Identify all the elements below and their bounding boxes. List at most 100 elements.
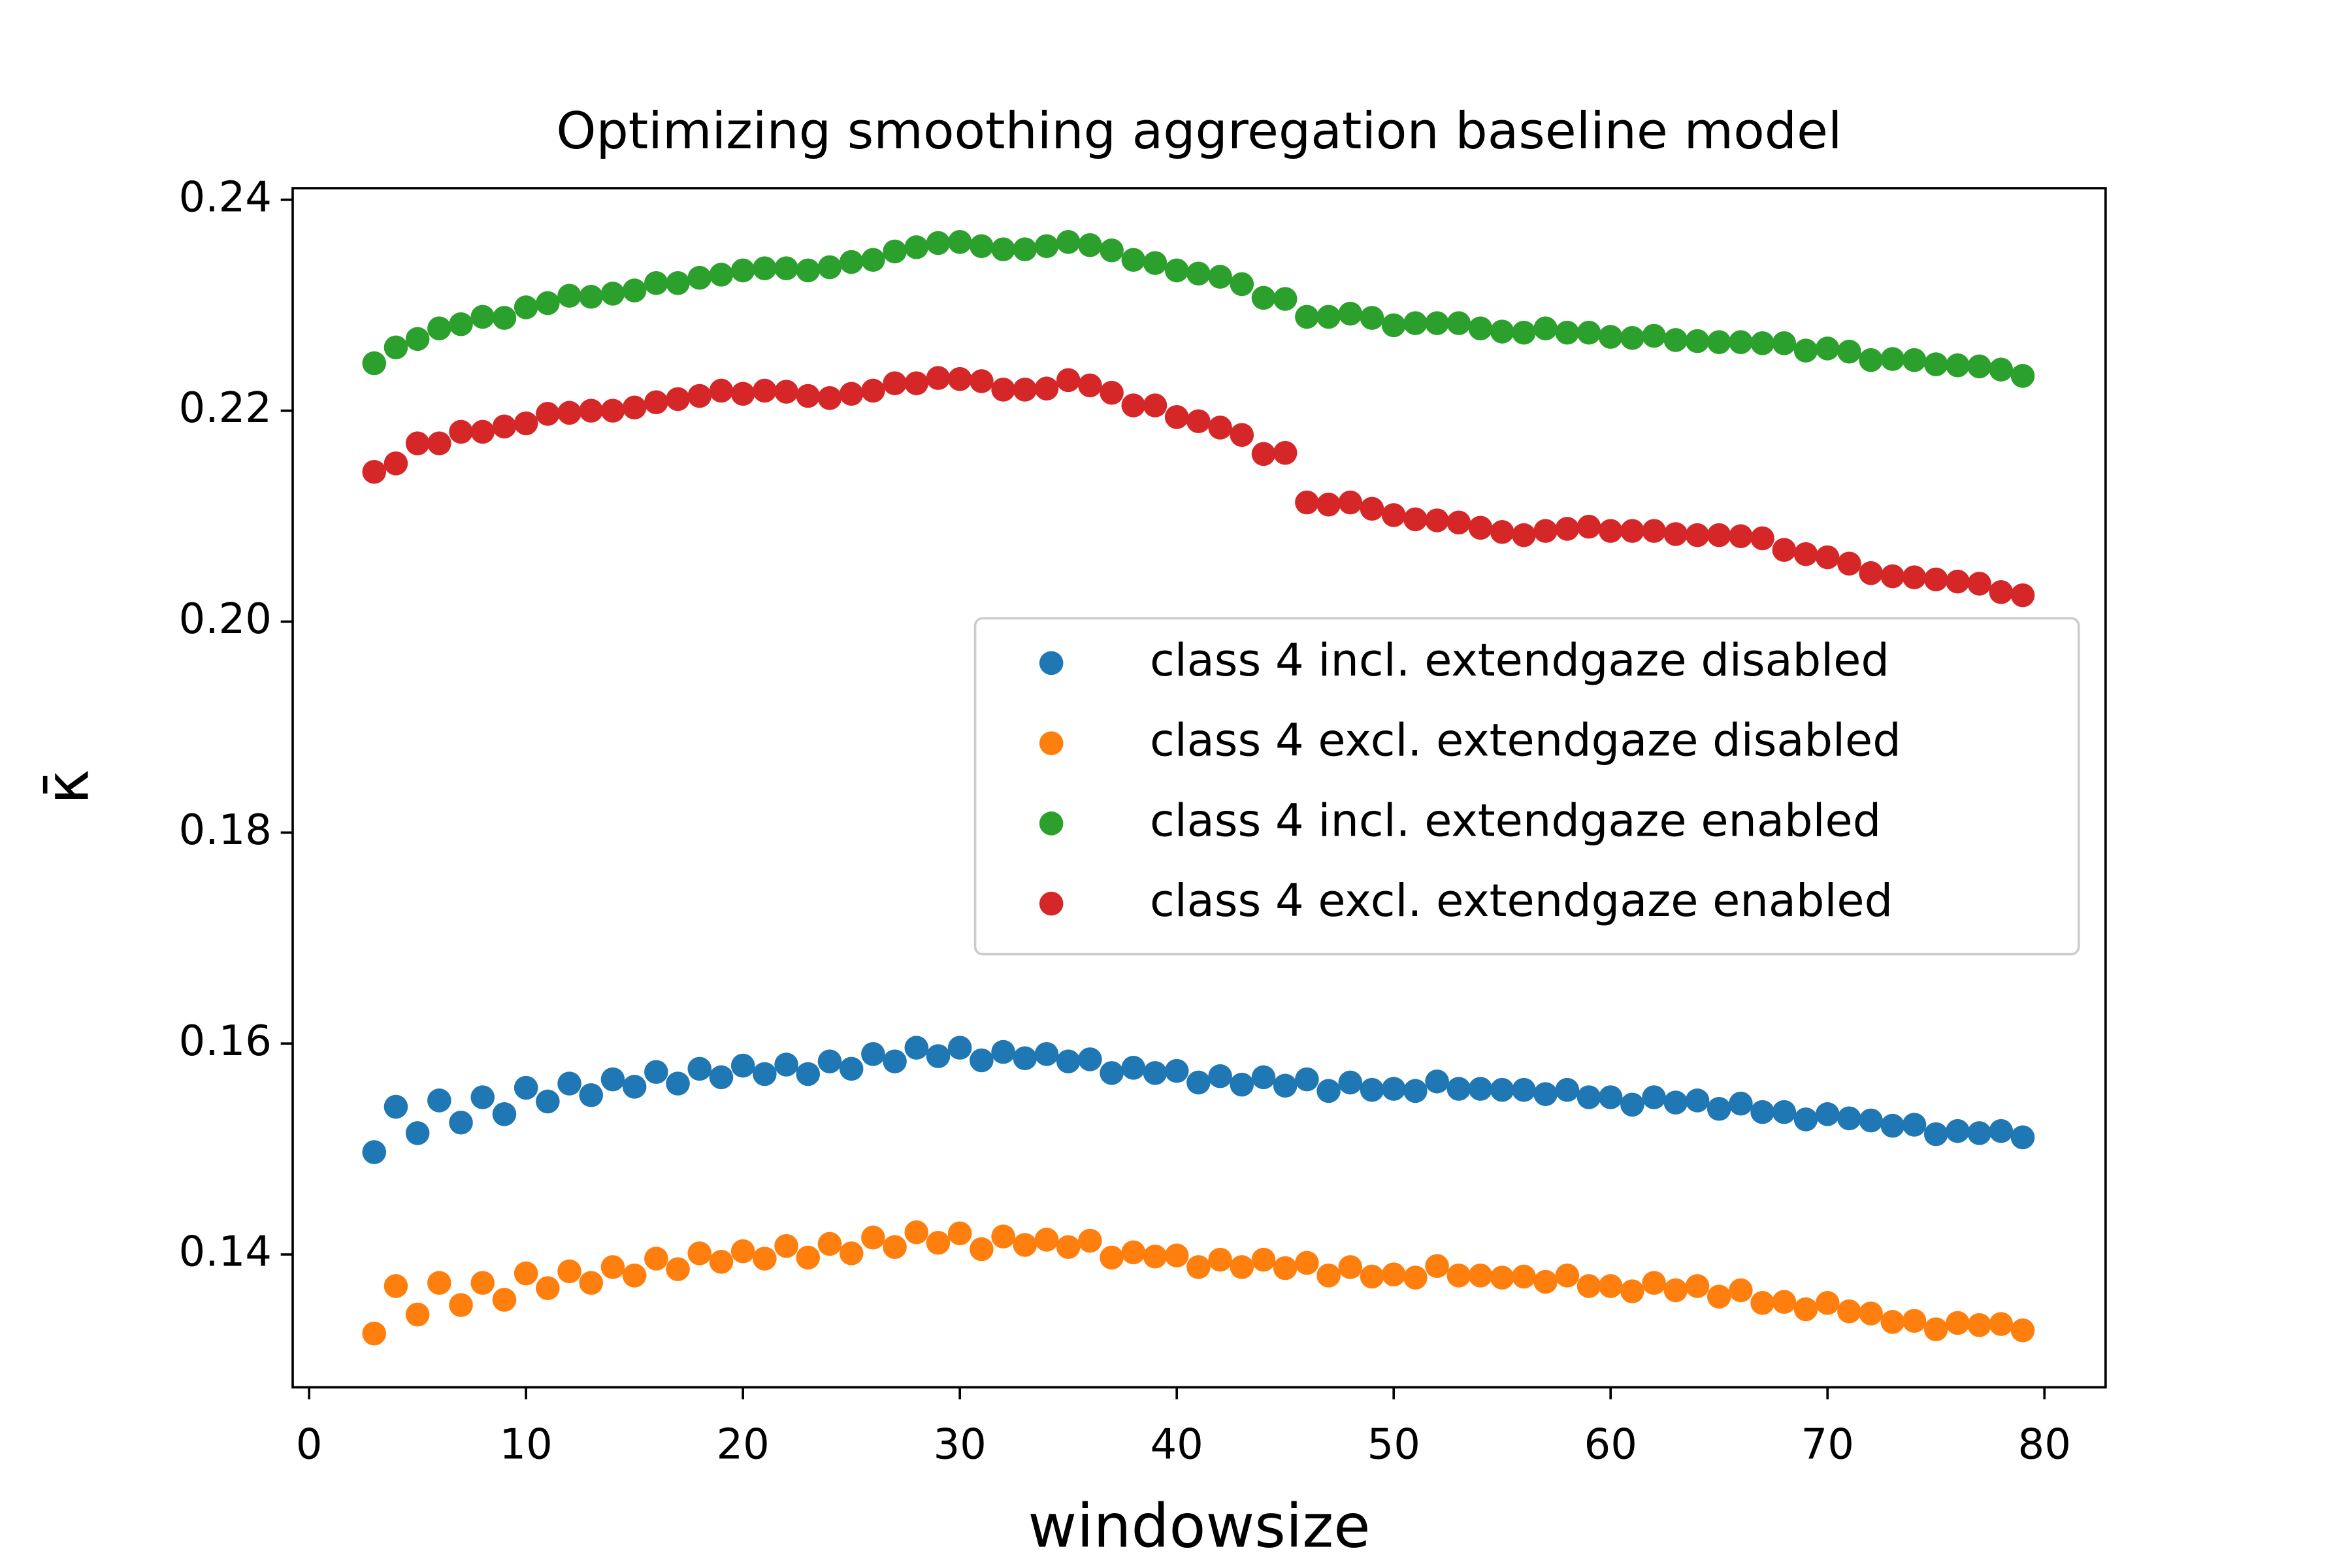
- data-point: [904, 371, 929, 395]
- data-point: [1642, 323, 1666, 348]
- data-point: [666, 387, 690, 412]
- data-point: [644, 390, 668, 414]
- data-point: [883, 371, 907, 395]
- data-point: [861, 1042, 885, 1066]
- x-axis-label: windowsize: [1028, 1492, 1370, 1561]
- data-point: [947, 1221, 972, 1246]
- legend-label: class 4 incl. extendgaze enabled: [1150, 794, 1881, 847]
- x-tick-label: 80: [2018, 1420, 2071, 1469]
- data-point: [1512, 320, 1536, 345]
- data-point: [926, 231, 951, 255]
- data-point: [1923, 1317, 1948, 1341]
- x-tick-label: 20: [716, 1420, 769, 1469]
- data-point: [1946, 1311, 1970, 1335]
- data-point: [2010, 583, 2035, 608]
- data-point: [1468, 1264, 1493, 1288]
- data-point: [1750, 526, 1774, 551]
- data-point: [384, 1094, 408, 1119]
- legend-label: class 4 excl. extendgaze enabled: [1150, 875, 1893, 927]
- data-point: [536, 291, 560, 316]
- data-point: [709, 378, 734, 403]
- data-point: [926, 366, 951, 390]
- data-point: [1143, 1061, 1168, 1085]
- data-point: [1403, 507, 1428, 532]
- data-point: [1273, 1073, 1298, 1098]
- data-point: [1880, 1113, 1905, 1138]
- data-point: [1793, 338, 1818, 363]
- data-point: [1164, 405, 1189, 429]
- data-point: [1490, 519, 1514, 544]
- data-point: [1164, 1058, 1189, 1083]
- data-point: [730, 382, 755, 406]
- data-point: [362, 351, 387, 376]
- data-point: [1295, 1067, 1319, 1092]
- data-point: [644, 1060, 668, 1085]
- plot-frame: [291, 187, 2107, 1389]
- data-point: [687, 1241, 712, 1266]
- data-point: [600, 1255, 625, 1279]
- data-point: [536, 1089, 560, 1114]
- data-point: [492, 414, 517, 439]
- data-point: [492, 1288, 517, 1312]
- data-point: [1013, 1233, 1037, 1257]
- data-point: [622, 395, 647, 420]
- x-tick-label: 10: [499, 1420, 552, 1469]
- data-point: [774, 380, 798, 404]
- legend: class 4 incl. extendgaze disabled class 4…: [973, 617, 2080, 956]
- x-tick-label: 30: [933, 1420, 986, 1469]
- data-point: [1772, 1100, 1797, 1124]
- data-point: [1100, 380, 1124, 405]
- y-tick-label: 0.16: [179, 1017, 272, 1066]
- data-point: [666, 1071, 690, 1096]
- data-point: [362, 459, 387, 484]
- data-point: [1772, 331, 1797, 355]
- legend-frame: [973, 617, 2080, 956]
- data-point: [1251, 286, 1276, 310]
- data-point: [1078, 233, 1102, 257]
- data-point: [687, 1056, 712, 1081]
- data-point: [730, 1239, 755, 1264]
- data-point: [991, 378, 1015, 402]
- data-point: [1230, 272, 1254, 297]
- y-tick-label: 0.22: [179, 384, 272, 433]
- data-point: [1620, 325, 1644, 350]
- data-point: [1555, 320, 1580, 345]
- data-point: [1273, 287, 1298, 311]
- data-point: [1338, 1070, 1363, 1095]
- data-point: [1707, 523, 1731, 547]
- data-point: [1685, 1274, 1710, 1298]
- x-tick-label: 50: [1367, 1420, 1420, 1469]
- data-point: [1273, 1256, 1298, 1281]
- data-point: [1750, 1100, 1774, 1124]
- data-point: [1598, 1274, 1623, 1298]
- data-point: [1642, 1085, 1666, 1109]
- data-point: [579, 399, 604, 423]
- x-tick-label: 60: [1584, 1420, 1637, 1469]
- data-point: [1967, 1313, 1991, 1337]
- data-point: [1338, 490, 1363, 515]
- data-point: [753, 256, 777, 280]
- data-point: [557, 1071, 581, 1096]
- data-point: [1707, 1284, 1731, 1309]
- data-point: [1512, 1077, 1536, 1102]
- data-point: [1902, 348, 1927, 372]
- data-point: [492, 306, 517, 330]
- data-point: [904, 235, 929, 259]
- data-point: [1208, 416, 1232, 440]
- data-point: [2010, 1125, 2035, 1150]
- data-point: [1316, 492, 1341, 517]
- data-point: [1729, 1278, 1753, 1303]
- data-point: [1923, 352, 1948, 376]
- data-point: [1946, 1119, 1970, 1143]
- data-point: [883, 1049, 907, 1073]
- data-point: [1707, 1096, 1731, 1121]
- data-point: [1446, 1077, 1471, 1101]
- data-point: [1381, 1262, 1406, 1286]
- data-point: [622, 1264, 647, 1288]
- data-point: [1013, 378, 1037, 402]
- data-point: [1555, 1077, 1580, 1102]
- data-point: [970, 1048, 994, 1073]
- data-point: [1576, 320, 1601, 345]
- chart-title: Optimizing smoothing aggregation baselin…: [556, 102, 1842, 161]
